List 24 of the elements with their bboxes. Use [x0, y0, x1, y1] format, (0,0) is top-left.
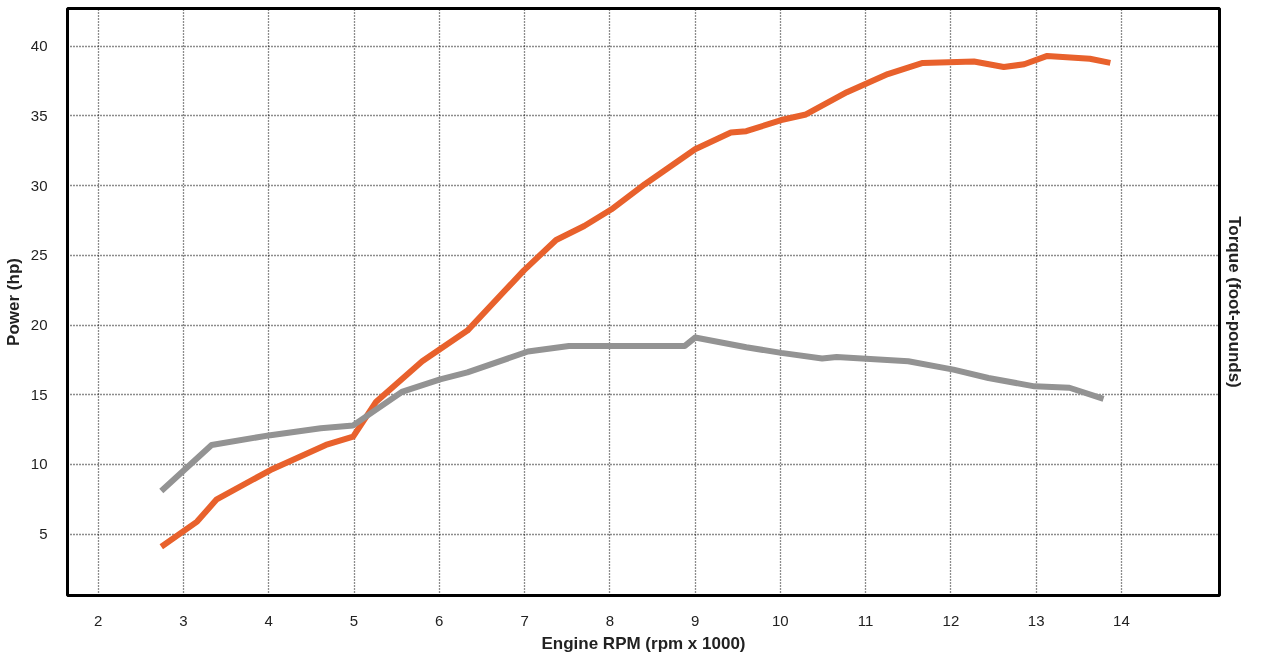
- x-tick-label: 14: [1113, 611, 1130, 629]
- x-tick-label: 7: [520, 611, 529, 629]
- x-tick-label: 5: [349, 611, 359, 629]
- y-tick-label: 30: [30, 176, 48, 194]
- x-tick-label: 12: [942, 611, 960, 629]
- x-tick-label: 13: [1027, 611, 1045, 629]
- x-tick-label: 2: [94, 611, 103, 629]
- y2-axis-title: Torque (foot-pounds): [1224, 216, 1244, 388]
- x-tick-label: 11: [857, 611, 874, 629]
- y-axis-title: Power (hp): [3, 258, 23, 346]
- y-tick-label: 10: [30, 455, 48, 473]
- y-tick-label: 25: [30, 246, 48, 264]
- y-tick-label: 35: [30, 106, 48, 124]
- y-tick-label: 20: [30, 316, 48, 334]
- y-tick-label: 40: [30, 37, 48, 55]
- y-tick-label: 15: [30, 385, 48, 403]
- x-tick-label: 9: [690, 611, 700, 629]
- x-tick-label: 8: [605, 611, 614, 629]
- x-tick-label: 10: [772, 611, 789, 629]
- x-axis-title: Engine RPM (rpm x 1000): [541, 633, 746, 653]
- x-tick-label: 3: [179, 611, 188, 629]
- y-tick-label: 5: [39, 525, 48, 543]
- x-tick-label: 4: [264, 611, 273, 629]
- x-tick-label: 6: [435, 611, 444, 629]
